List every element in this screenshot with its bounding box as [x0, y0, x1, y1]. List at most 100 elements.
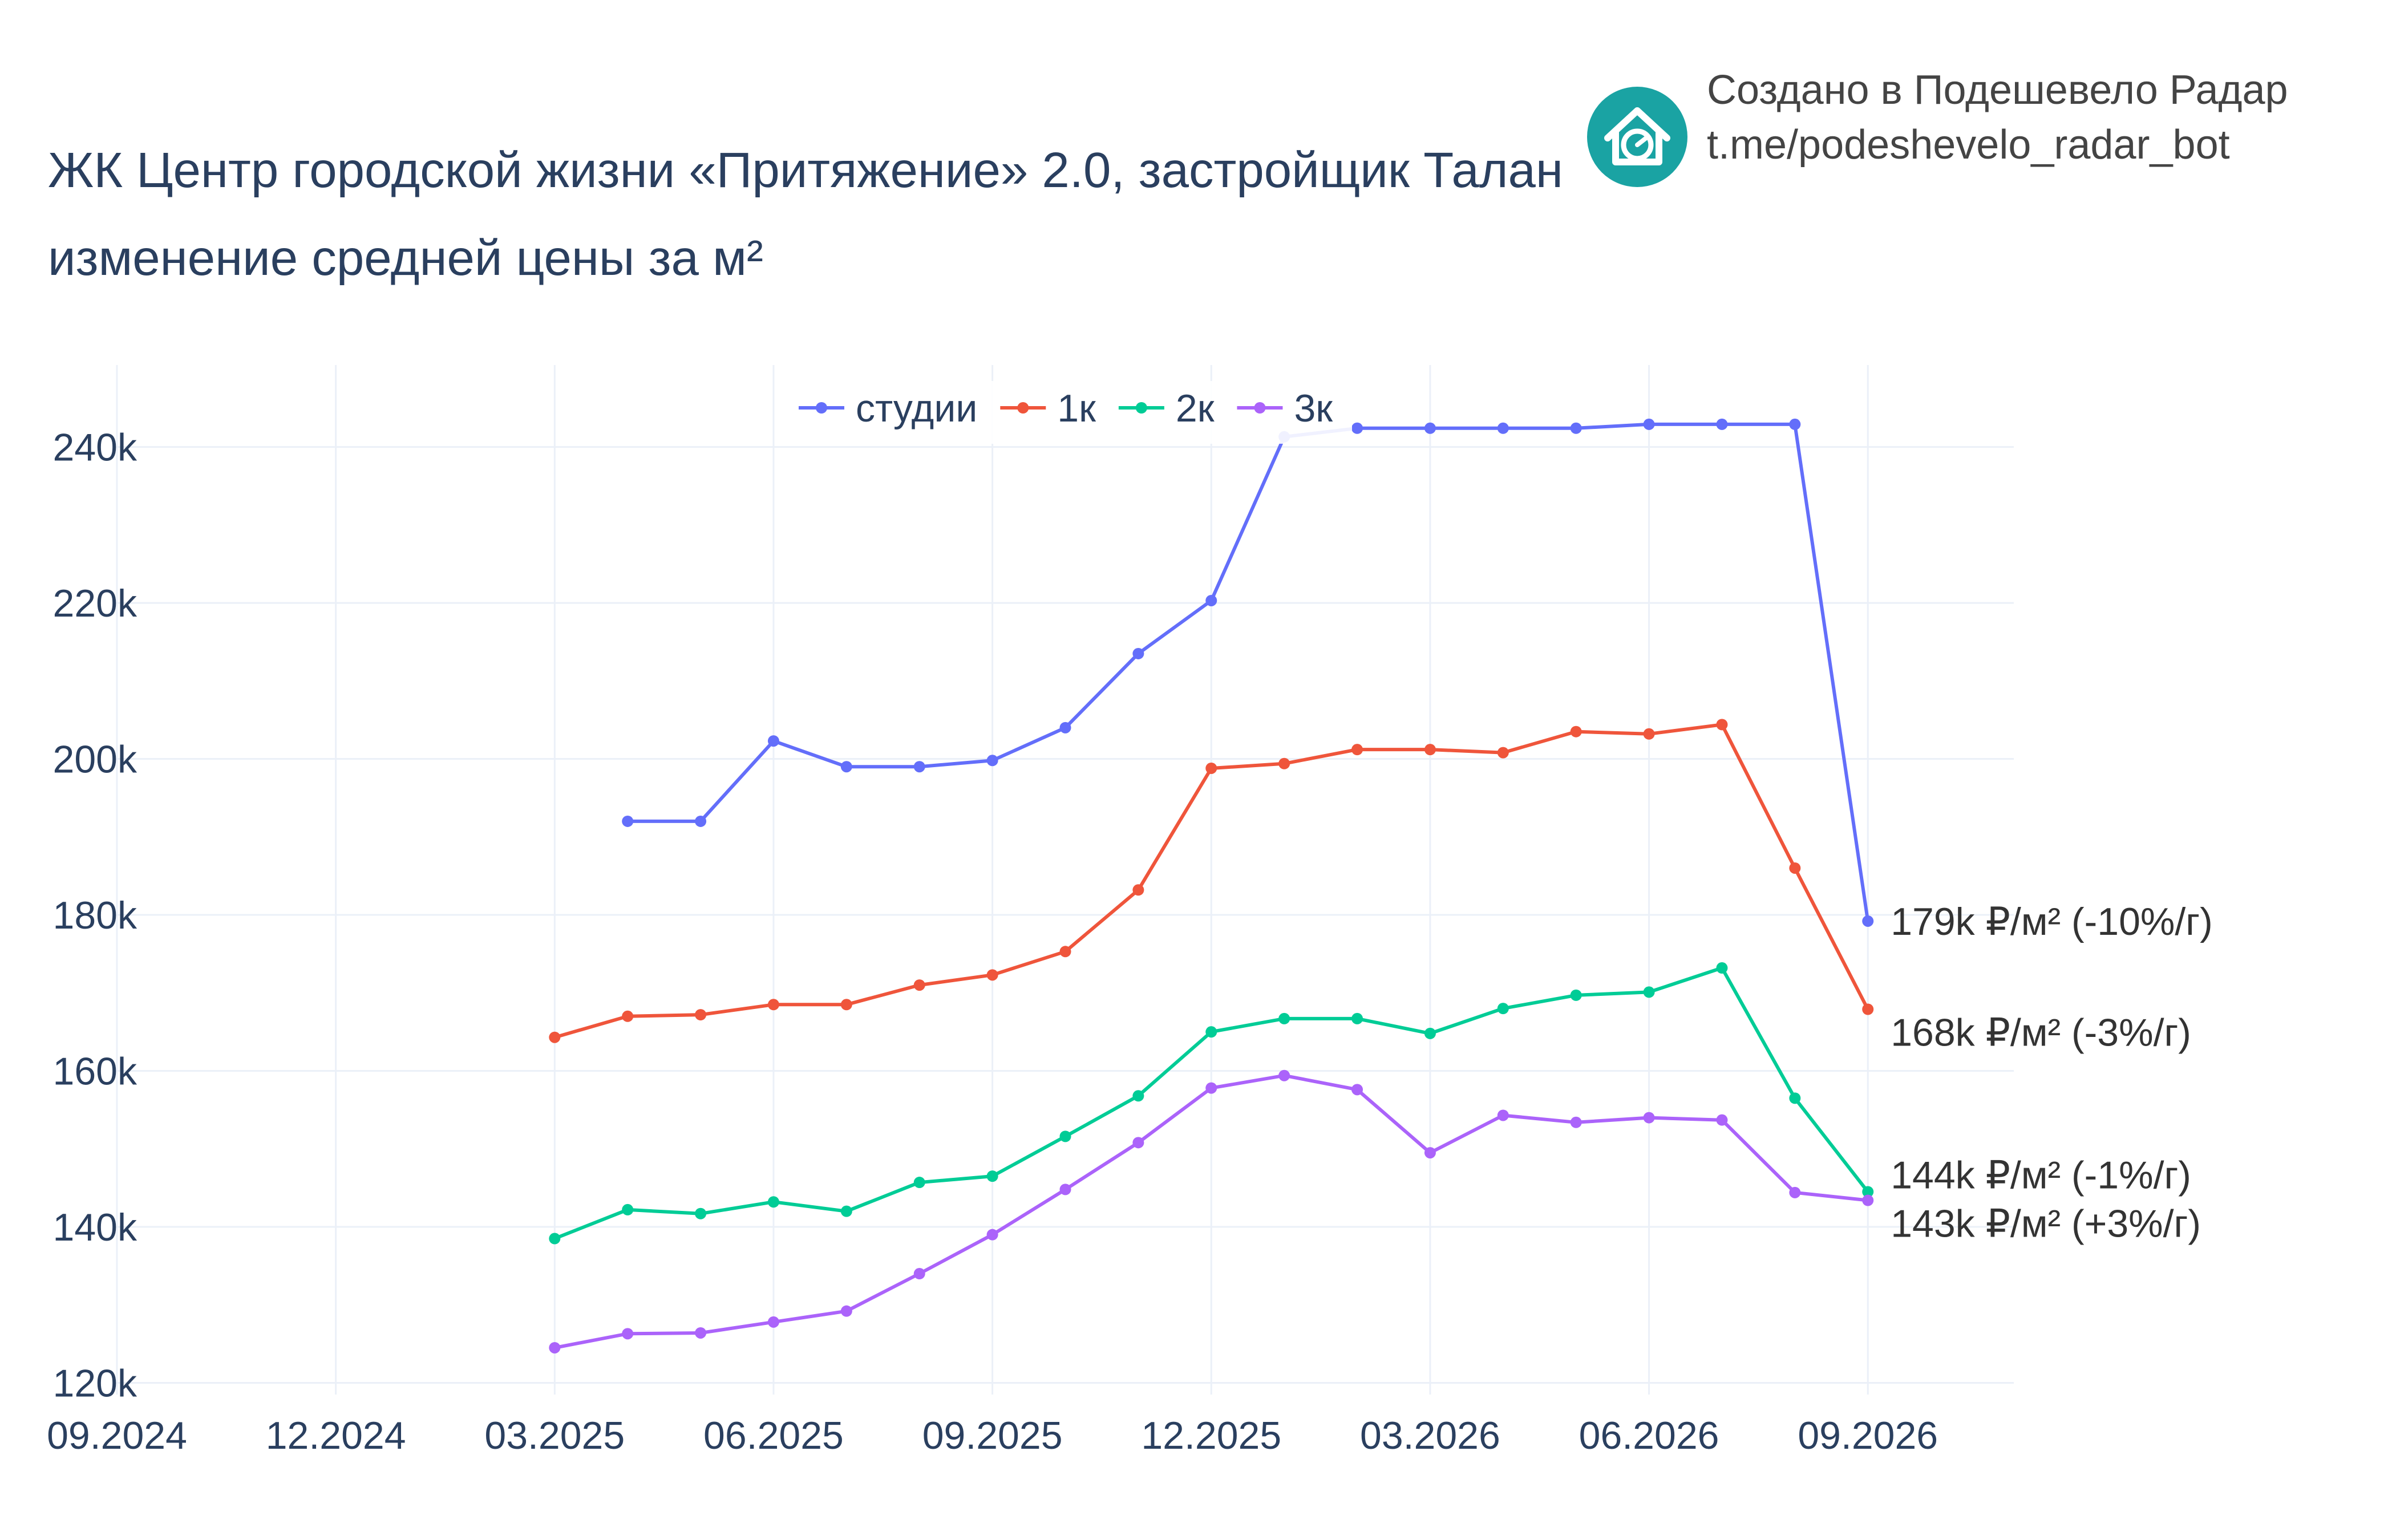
data-point [1570, 422, 1582, 434]
legend-item[interactable]: 2к [1118, 387, 1215, 430]
y-tick-label: 140k [53, 1206, 137, 1249]
branding-line-1: Создано в Подешевело Радар [1707, 67, 2288, 113]
branding: Создано в Подешевело Радар t.me/podeshev… [1707, 63, 2288, 172]
data-point [913, 979, 925, 991]
data-point [767, 1196, 779, 1208]
data-point [1059, 946, 1071, 958]
x-tick-label: 12.2025 [1141, 1414, 1281, 1457]
data-point [1862, 1194, 1874, 1206]
data-point [1862, 1003, 1874, 1015]
data-point [1059, 1184, 1071, 1195]
data-point [1716, 418, 1728, 430]
data-point [1643, 1112, 1655, 1124]
data-point [1789, 1092, 1801, 1104]
data-point [622, 1010, 634, 1022]
end-value-label: 168k ₽/м² (-3%/г) [1891, 1011, 2191, 1054]
data-point [1570, 1116, 1582, 1128]
data-point [1570, 726, 1582, 737]
data-point [840, 1305, 852, 1317]
end-value-label: 179k ₽/м² (-10%/г) [1891, 900, 2213, 943]
x-tick-label: 03.2026 [1360, 1414, 1500, 1457]
legend-label: 1к [1057, 387, 1096, 430]
series-3 [549, 1069, 1874, 1353]
data-point [1570, 989, 1582, 1001]
data-point [1351, 1012, 1363, 1024]
data-point [1862, 915, 1874, 927]
data-point [1205, 1026, 1217, 1038]
data-point [1497, 1109, 1509, 1121]
data-point [1497, 747, 1509, 759]
data-point [986, 969, 998, 981]
legend-swatch-marker [1135, 402, 1147, 414]
x-tick-label: 09.2024 [47, 1414, 187, 1457]
data-point [1059, 722, 1071, 733]
data-point [1132, 1090, 1144, 1102]
data-point [913, 1177, 925, 1189]
data-point [1059, 1130, 1071, 1142]
data-point [695, 815, 707, 827]
data-point [1351, 1084, 1363, 1096]
legend-label: 3к [1294, 387, 1333, 430]
data-point [695, 1009, 707, 1021]
legend-label: 2к [1176, 387, 1215, 430]
x-tick-label: 06.2026 [1579, 1414, 1719, 1457]
data-point [1351, 744, 1363, 756]
data-point [549, 1233, 561, 1245]
legend-item[interactable]: студии [799, 387, 977, 430]
y-tick-label: 220k [53, 582, 137, 625]
data-point [1278, 1012, 1290, 1024]
data-point [1278, 757, 1290, 769]
data-point [1643, 728, 1655, 740]
series-2 [549, 962, 1874, 1245]
y-tick-label: 120k [53, 1361, 137, 1405]
chart-title: ЖК Центр городской жизни «Притяжение» 2.… [48, 127, 1563, 302]
x-axis-ticks: 09.2024 12.2024 03.2025 06.2025 09.2025 12.20… [47, 1414, 1938, 1457]
data-point [622, 1328, 634, 1340]
end-labels: 179k ₽/м² (-10%/г) 168k ₽/м² (-3%/г) 144k … [1891, 900, 2213, 1246]
data-point [1643, 418, 1655, 430]
data-point [622, 815, 634, 827]
data-point [1205, 594, 1217, 606]
data-point [1205, 1082, 1217, 1094]
data-point [1278, 1069, 1290, 1081]
end-value-label: 144k ₽/м² (-1%/г) [1891, 1153, 2191, 1197]
series-0 [622, 418, 1874, 927]
data-point [1862, 1186, 1874, 1198]
series-line [628, 422, 1870, 922]
x-tick-label: 12.2024 [266, 1414, 406, 1457]
data-point [1643, 986, 1655, 998]
data-point [1132, 884, 1144, 896]
data-point [1205, 762, 1217, 774]
data-point [840, 1205, 852, 1217]
data-point [840, 999, 852, 1011]
y-tick-label: 200k [53, 738, 137, 781]
branding-link[interactable]: t.me/podeshevelo_radar_bot [1707, 122, 2230, 168]
data-point [549, 1031, 561, 1043]
data-point [1716, 962, 1728, 974]
data-point [1789, 1186, 1801, 1198]
legend-item[interactable]: 3к [1237, 387, 1333, 430]
data-point [1789, 862, 1801, 874]
data-point [767, 999, 779, 1011]
legend: студии 1к 2к 3к [787, 381, 1352, 444]
data-point [840, 761, 852, 773]
data-point [913, 1268, 925, 1280]
data-point [549, 1342, 561, 1353]
data-point [913, 761, 925, 773]
y-tick-label: 180k [53, 894, 137, 937]
grid-lines [114, 365, 2014, 1395]
y-axis-ticks: 120k 140k 160k 180k 200k 220k 240k [53, 426, 137, 1405]
data-point [1424, 422, 1436, 434]
series-1 [549, 719, 1874, 1043]
x-tick-label: 09.2025 [922, 1414, 1063, 1457]
data-point [1497, 1003, 1509, 1015]
x-tick-label: 06.2025 [703, 1414, 844, 1457]
x-tick-label: 03.2025 [484, 1414, 625, 1457]
data-point [1132, 647, 1144, 659]
legend-swatch-marker [1017, 402, 1029, 414]
legend-label: студии [856, 387, 977, 430]
legend-item[interactable]: 1к [1000, 387, 1096, 430]
data-point [986, 755, 998, 767]
data-point [1424, 744, 1436, 756]
